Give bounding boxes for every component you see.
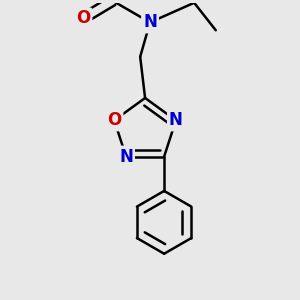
Text: N: N [143,14,157,32]
Text: N: N [119,148,133,166]
Text: O: O [107,111,122,129]
Text: O: O [76,10,90,28]
Text: N: N [169,111,183,129]
